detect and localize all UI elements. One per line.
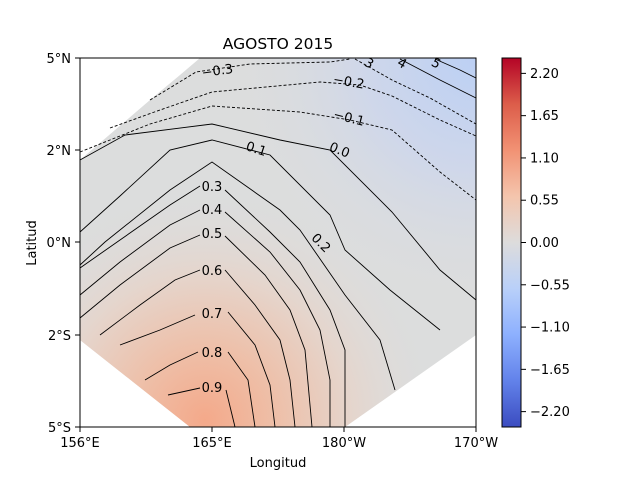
x-tick-label: 156°E <box>60 436 100 451</box>
contour-line-0.9b <box>225 389 236 428</box>
contour-line-0.6b <box>224 269 296 428</box>
contour-label-0.4: 0.4 <box>202 203 223 218</box>
contour-line-neg-0.1 <box>79 105 477 201</box>
contour-line-0.8 <box>144 351 199 381</box>
contour-lines <box>79 58 477 428</box>
contour-line-0.0 <box>79 123 477 301</box>
x-axis-label: Longitud <box>250 456 307 471</box>
contour-line-0.2 <box>79 161 396 391</box>
contour-label-neg-0.2: −0.2 <box>332 72 366 92</box>
y-axis-label: Latitud <box>25 220 40 266</box>
contour-line-0.4b <box>224 211 331 427</box>
contour-labels: −0.3 −0.2 −0.1 0.0 0.1 0.2 0.3 0.4 0.5 0… <box>201 55 443 396</box>
contour-fill <box>80 58 476 427</box>
contour-label-0.6: 0.6 <box>202 264 223 279</box>
colorbar-tick-label: −0.55 <box>530 278 570 293</box>
contour-label-0.0: 0.0 <box>327 140 352 162</box>
contour-line-0.7b <box>227 311 276 428</box>
contour-line-neg-0.5 <box>434 58 477 79</box>
colorbar-tick-label: 0.55 <box>530 194 559 209</box>
contour-label-0.1: 0.1 <box>244 139 268 160</box>
chart-title: AGOSTO 2015 <box>223 35 333 53</box>
contour-label-neg-0.1: −0.1 <box>332 108 366 130</box>
contour-line-neg-0.3-right <box>354 58 477 125</box>
contour-line-0.4 <box>79 209 201 296</box>
contour-label-0.3: 0.3 <box>202 180 223 195</box>
contour-label-neg-0.3: −0.3 <box>201 62 234 81</box>
x-tick-label: 165°E <box>192 436 232 451</box>
contour-label-0.5: 0.5 <box>202 227 223 242</box>
contour-line-0.8b <box>227 351 256 428</box>
colorbar-tick-label: 0.00 <box>530 236 559 251</box>
colorbar-tick-label: 2.20 <box>530 67 559 82</box>
y-tick-label: 2°N <box>47 144 72 159</box>
contour-line-0.3b <box>224 189 346 427</box>
contour-line-0.6 <box>99 269 201 336</box>
contour-line-0.5b <box>224 235 313 428</box>
colorbar-tick-label: 1.65 <box>530 109 559 124</box>
y-axis: 5°N 2°N 0°N 2°S 5°S Latitud <box>25 52 80 436</box>
contour-line-0.9 <box>167 387 201 396</box>
contour-line-neg-0.4 <box>399 58 477 99</box>
contour-line-0.5 <box>79 234 201 319</box>
contour-line-0.3 <box>79 185 201 269</box>
contour-line-0.7 <box>119 314 196 346</box>
colorbar-tick-label: 1.10 <box>530 151 559 166</box>
y-tick-label: 2°S <box>48 329 71 344</box>
y-tick-label: 5°S <box>48 421 71 436</box>
colorbar-tick-label: −2.20 <box>530 405 570 420</box>
y-tick-label: 0°N <box>47 236 72 251</box>
contour-label-0.8: 0.8 <box>202 346 223 361</box>
x-tick-label: 180°W <box>322 436 366 451</box>
contour-line-0.1 <box>79 139 441 331</box>
colorbar: 2.20 1.65 1.10 0.55 0.00 −0.55 −1.10 −1.65 −2.20 <box>501 57 570 428</box>
colorbar-tick-label: −1.65 <box>530 363 570 378</box>
colorbar-gradient <box>501 57 522 428</box>
colorbar-tick-label: −1.10 <box>530 321 570 336</box>
contour-line-neg-0.2 <box>109 81 477 137</box>
x-tick-label: 170°W <box>454 436 498 451</box>
contour-label-0.7: 0.7 <box>202 307 223 322</box>
contour-line-neg-0.3 <box>149 58 351 101</box>
colorbar-ticks: 2.20 1.65 1.10 0.55 0.00 −0.55 −1.10 −1.65 −2.20 <box>521 67 570 420</box>
contour-label-0.9: 0.9 <box>202 381 223 396</box>
y-tick-label: 5°N <box>47 52 72 67</box>
x-axis: 156°E 165°E 180°W 170°W Longitud <box>60 427 498 471</box>
